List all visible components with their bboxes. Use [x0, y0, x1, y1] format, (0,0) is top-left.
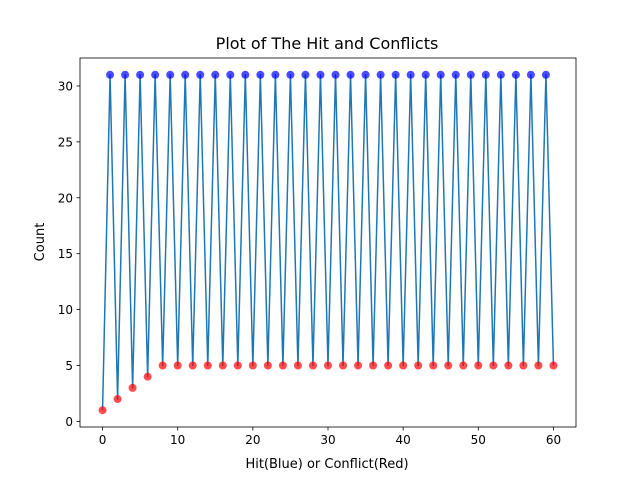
hit-point [241, 70, 250, 79]
conflict-point [203, 361, 212, 370]
x-axis-label: Hit(Blue) or Conflict(Red) [245, 457, 408, 472]
conflict-point [549, 361, 558, 370]
conflict-point [308, 361, 317, 370]
hit-point [421, 70, 430, 79]
hit-point [271, 70, 280, 79]
x-tick-label: 60 [546, 433, 561, 447]
hit-point [376, 70, 385, 79]
hit-point [346, 70, 355, 79]
conflict-point [519, 361, 528, 370]
hit-point [526, 70, 535, 79]
hit-point [316, 70, 325, 79]
y-tick-label: 10 [58, 303, 73, 317]
hit-point [541, 70, 550, 79]
y-tick-label: 30 [58, 79, 73, 93]
conflict-point [113, 395, 122, 404]
conflict-point [354, 361, 363, 370]
conflict-point [293, 361, 302, 370]
hit-point [151, 70, 160, 79]
y-tick-label: 20 [58, 191, 73, 205]
hit-point [466, 70, 475, 79]
conflict-point [339, 361, 348, 370]
conflict-point [188, 361, 197, 370]
hit-point [496, 70, 505, 79]
hit-point [406, 70, 415, 79]
y-tick-label: 15 [58, 247, 73, 261]
x-tick-label: 10 [170, 433, 185, 447]
x-tick-label: 0 [99, 433, 107, 447]
conflict-point [143, 372, 152, 381]
conflict-point [489, 361, 498, 370]
hit-point [331, 70, 340, 79]
y-tick-label: 25 [58, 135, 73, 149]
hit-point [511, 70, 520, 79]
x-tick-label: 40 [396, 433, 411, 447]
hit-point [451, 70, 460, 79]
conflict-point [218, 361, 227, 370]
hit-point [121, 70, 130, 79]
hit-point [481, 70, 490, 79]
hit-point [226, 70, 235, 79]
conflict-point [384, 361, 393, 370]
conflict-point [98, 406, 107, 415]
y-tick-label: 5 [65, 359, 73, 373]
conflict-point [444, 361, 453, 370]
conflict-point [248, 361, 257, 370]
axes: 0 10 20 30 40 50 60 0 5 10 15 20 25 30 [58, 57, 577, 447]
hit-point [136, 70, 145, 79]
conflict-point [474, 361, 483, 370]
plot-area [98, 70, 558, 415]
hit-point [211, 70, 220, 79]
conflict-point [233, 361, 242, 370]
conflict-point [278, 361, 287, 370]
hit-point [361, 70, 370, 79]
y-tick-label: 0 [65, 415, 73, 429]
y-axis-label: Count [33, 223, 48, 262]
conflict-point [459, 361, 468, 370]
x-tick-label: 20 [245, 433, 260, 447]
hit-point [166, 70, 175, 79]
conflict-point [504, 361, 513, 370]
x-tick-label: 50 [471, 433, 486, 447]
conflict-point [158, 361, 167, 370]
hit-point [286, 70, 295, 79]
chart-title: Plot of The Hit and Conflicts [216, 34, 439, 53]
hit-point [196, 70, 205, 79]
hit-point [391, 70, 400, 79]
conflict-point [399, 361, 408, 370]
conflict-point [414, 361, 423, 370]
conflict-point [429, 361, 438, 370]
hit-point [106, 70, 115, 79]
conflict-point [534, 361, 543, 370]
conflict-point [324, 361, 332, 370]
conflict-point [128, 383, 137, 392]
hit-point [436, 70, 445, 79]
hit-point [256, 70, 265, 79]
conflict-point [263, 361, 272, 370]
conflict-point [369, 361, 378, 370]
x-tick-label: 30 [320, 433, 335, 447]
hit-point [301, 70, 310, 79]
conflict-point [173, 361, 182, 370]
hit-point [181, 70, 190, 79]
